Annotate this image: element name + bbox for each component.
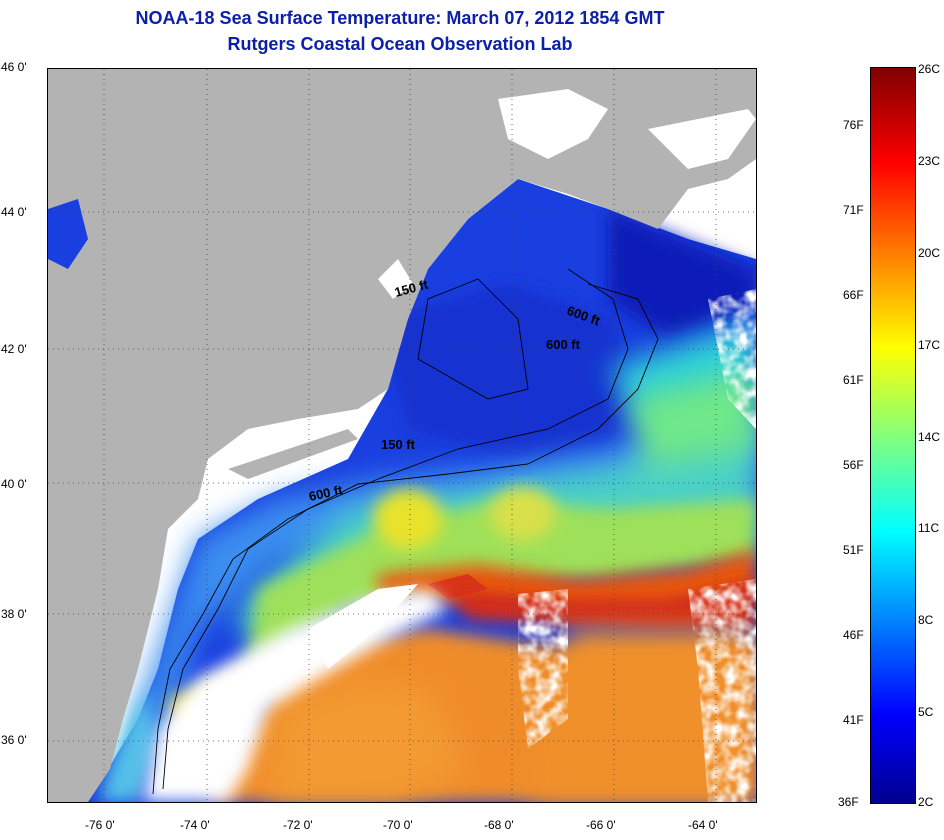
lat-tick-label: 38 0' xyxy=(1,607,27,621)
map-subtitle: Rutgers Coastal Ocean Observation Lab xyxy=(227,34,573,54)
contour-label: 150 ft xyxy=(381,437,416,452)
colorbar-celsius-label: 2C xyxy=(918,795,934,809)
colorbar-celsius-label: 11C xyxy=(918,521,940,535)
temperature-colorbar xyxy=(870,67,916,804)
colorbar-fahrenheit-label: 61F xyxy=(843,373,864,387)
colorbar-celsius-label: 14C xyxy=(918,430,941,444)
sst-field xyxy=(48,179,756,802)
colorbar-celsius-label: 20C xyxy=(918,246,941,260)
lat-tick-label: 40 0' xyxy=(1,477,27,491)
lon-tick-label: -72 0' xyxy=(283,818,313,832)
colorbar-fahrenheit-label: 51F xyxy=(843,543,864,557)
lon-tick-label: -68 0' xyxy=(484,818,514,832)
colorbar-celsius-label: 8C xyxy=(918,613,934,627)
lat-tick-label: 44 0' xyxy=(1,205,27,219)
lon-tick-label: -66 0' xyxy=(586,818,616,832)
lat-lon-grid xyxy=(48,69,756,802)
colorbar-celsius-label: 23C xyxy=(918,154,941,168)
lat-tick-label: 46 0' xyxy=(1,60,27,74)
map-title: NOAA-18 Sea Surface Temperature: March 0… xyxy=(135,8,665,28)
colorbar-fahrenheit-label: 56F xyxy=(843,458,864,472)
colorbar-fahrenheit-label: 36F xyxy=(838,795,859,809)
sst-map-canvas: 150 ft 600 ft 600 ft 150 ft 600 ft xyxy=(48,69,756,802)
lat-tick-label: 36 0' xyxy=(1,733,27,747)
contour-label: 600 ft xyxy=(546,337,581,352)
colorbar-fahrenheit-label: 46F xyxy=(843,628,864,642)
colorbar-fahrenheit-label: 71F xyxy=(843,203,864,217)
colorbar-fahrenheit-label: 41F xyxy=(843,713,864,727)
cloud-mask xyxy=(143,289,756,802)
lon-tick-label: -74 0' xyxy=(180,818,210,832)
lon-tick-label: -76 0' xyxy=(85,818,115,832)
colorbar-celsius-label: 17C xyxy=(918,338,941,352)
sst-map: 150 ft 600 ft 600 ft 150 ft 600 ft xyxy=(47,68,757,803)
bathymetry-contours xyxy=(152,268,659,795)
lon-tick-label: -64 0' xyxy=(688,818,718,832)
colorbar-fahrenheit-label: 66F xyxy=(843,288,864,302)
colorbar-celsius-label: 26C xyxy=(918,62,941,76)
lon-tick-label: -70 0' xyxy=(383,818,413,832)
colorbar-celsius-label: 5C xyxy=(918,705,934,719)
colorbar-fahrenheit-label: 76F xyxy=(843,118,864,132)
land-mass xyxy=(48,69,756,802)
lat-tick-label: 42 0' xyxy=(1,342,27,356)
contour-label: 600 ft xyxy=(308,482,345,504)
